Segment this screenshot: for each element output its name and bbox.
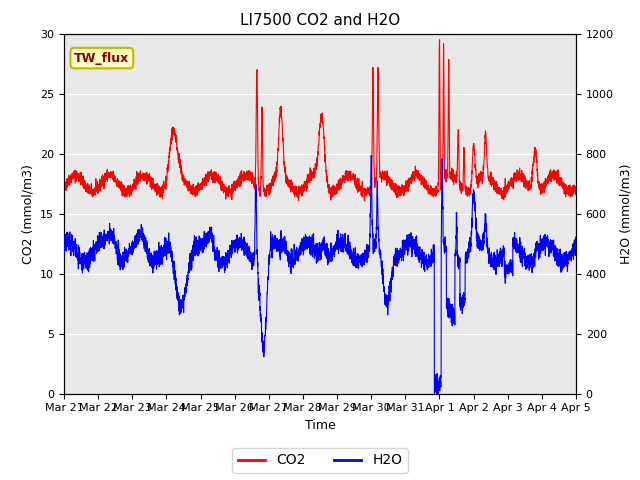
Legend: CO2, H2O: CO2, H2O — [232, 448, 408, 473]
Title: LI7500 CO2 and H2O: LI7500 CO2 and H2O — [240, 13, 400, 28]
Text: TW_flux: TW_flux — [74, 51, 129, 65]
X-axis label: Time: Time — [305, 419, 335, 432]
Y-axis label: CO2 (mmol/m3): CO2 (mmol/m3) — [22, 164, 35, 264]
Y-axis label: H2O (mmol/m3): H2O (mmol/m3) — [620, 163, 632, 264]
